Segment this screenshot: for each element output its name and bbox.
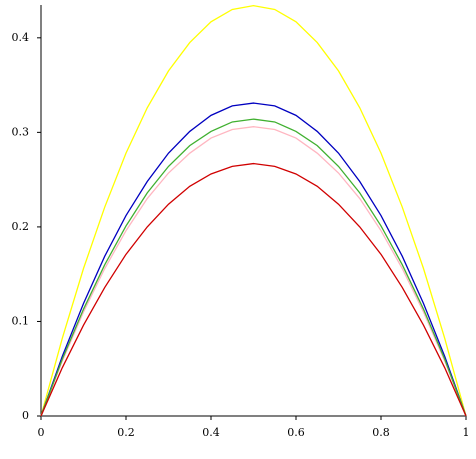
y-tick-label: 0.3 — [12, 125, 30, 138]
x-tick-label: 0.6 — [287, 426, 305, 439]
y-tick-label: 0 — [22, 409, 29, 422]
x-tick-label: 0 — [38, 426, 45, 439]
series-line — [40, 126, 467, 417]
x-tick-label: 0.4 — [202, 426, 220, 439]
y-tick-label: 0.4 — [12, 31, 30, 44]
series-line — [40, 118, 467, 417]
y-tick-label: 0.1 — [12, 314, 30, 327]
series-line — [40, 102, 467, 417]
x-tick-label: 1 — [463, 426, 470, 439]
series-line — [40, 5, 467, 417]
x-tick-label: 0.2 — [117, 426, 135, 439]
series-line — [40, 162, 467, 417]
y-tick-label: 0.2 — [12, 220, 30, 233]
x-tick-label: 0.8 — [372, 426, 390, 439]
